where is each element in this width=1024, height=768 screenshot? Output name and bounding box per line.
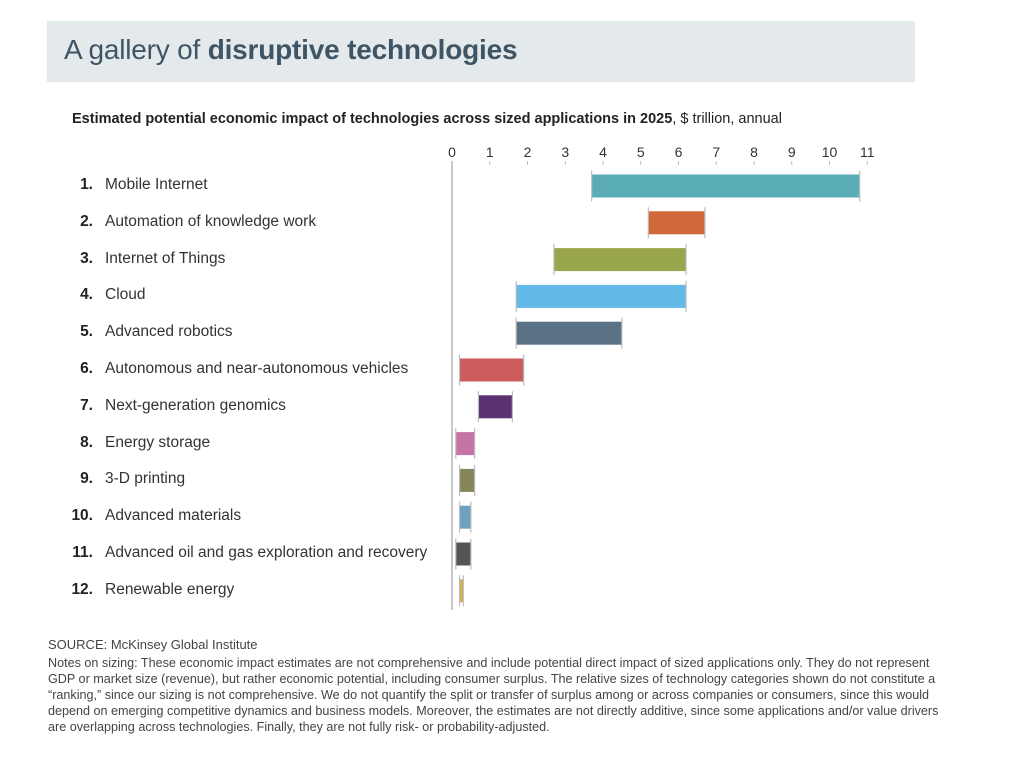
bar-11	[455, 542, 471, 566]
category-rank: 12.	[71, 580, 93, 598]
category-label: Advanced oil and gas exploration and rec…	[105, 544, 428, 561]
category-label: Mobile Internet	[105, 176, 208, 193]
category-label: Cloud	[105, 286, 146, 304]
x-tick-label: 11	[860, 144, 875, 160]
category-rank: 1.	[80, 176, 93, 193]
bar-2	[648, 211, 705, 235]
category-label: Autonomous and near-autonomous vehicles	[105, 360, 409, 377]
page-title: A gallery of disruptive technologies	[64, 34, 518, 65]
x-tick-label: 10	[822, 144, 838, 160]
category-label: Advanced materials	[105, 507, 242, 525]
category-rank: 11.	[72, 544, 93, 561]
source-note: SOURCE: McKinsey Global Institute	[48, 637, 258, 652]
x-tick-label: 7	[712, 144, 720, 160]
x-tick-label: 5	[637, 144, 645, 160]
x-tick-label: 1	[486, 144, 494, 160]
category-rank: 3.	[80, 249, 93, 267]
category-rank: 9.	[80, 470, 93, 488]
bar-10	[459, 505, 471, 529]
bar-9	[459, 468, 475, 492]
title-bar: A gallery of disruptive technologies	[47, 21, 915, 82]
x-tick-label: 2	[524, 144, 532, 160]
x-tick-label: 6	[675, 144, 683, 160]
category-label: Advanced robotics	[105, 323, 233, 341]
x-tick-label: 8	[750, 144, 758, 160]
category-label: Energy storage	[105, 433, 211, 451]
x-tick-label: 9	[788, 144, 796, 160]
bar-8	[455, 432, 475, 456]
bar-5	[516, 321, 622, 345]
category-rank: 5.	[80, 323, 93, 341]
category-rank: 4.	[80, 286, 93, 304]
category-rank: 2.	[80, 212, 93, 230]
x-tick-label: 3	[561, 144, 569, 160]
category-label: Automation of knowledge work	[105, 212, 317, 230]
category-label: Next-generation genomics	[105, 396, 286, 414]
chart-subtitle: Estimated potential economic impact of t…	[72, 111, 782, 127]
bar-4	[516, 284, 687, 308]
bar-3	[553, 248, 687, 272]
x-tick-label: 4	[599, 144, 607, 160]
category-rank: 6.	[80, 360, 93, 377]
bar-7	[478, 395, 513, 419]
category-rank: 10.	[71, 507, 93, 525]
category-label: 3-D printing	[105, 470, 186, 488]
sizing-notes: Notes on sizing: These economic impact e…	[48, 656, 939, 734]
category-label: Internet of Things	[105, 249, 226, 267]
x-tick-label: 0	[448, 144, 456, 160]
bar-6	[459, 358, 524, 382]
category-label: Renewable energy	[105, 580, 235, 598]
category-rank: 7.	[80, 396, 93, 414]
category-rank: 8.	[80, 433, 93, 451]
bar-12	[459, 579, 464, 603]
bar-1	[591, 174, 860, 198]
